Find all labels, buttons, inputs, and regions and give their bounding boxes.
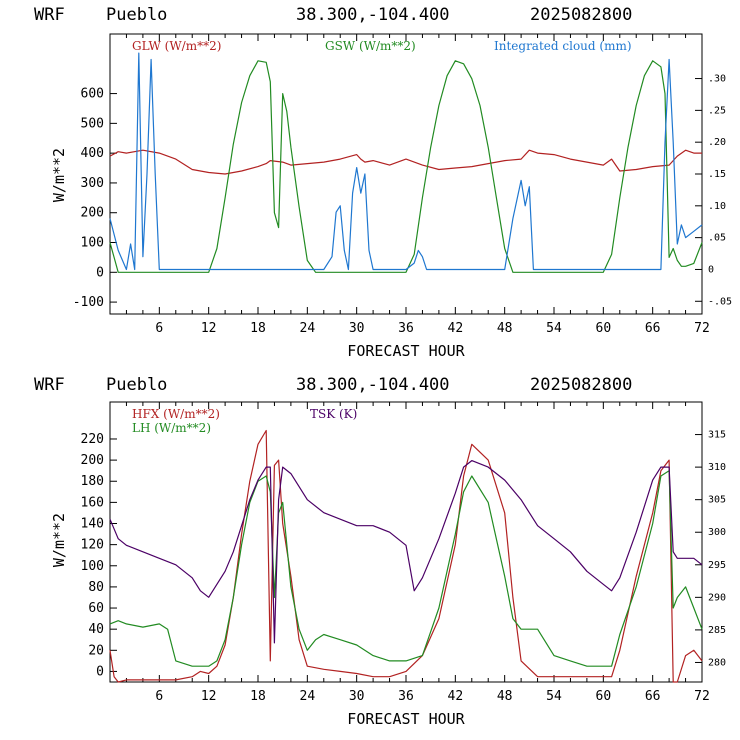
- y2-tick-label: 300: [708, 527, 726, 538]
- y2-tick-label: -.05: [708, 296, 732, 307]
- x-axis-label: FORECAST HOUR: [347, 342, 465, 360]
- panel-title-model: WRF: [34, 5, 65, 25]
- y-tick-label: 140: [81, 517, 104, 532]
- panel-title-model: WRF: [34, 375, 65, 395]
- x-tick-label: 30: [349, 689, 365, 704]
- y-tick-label: 20: [88, 643, 104, 658]
- tsk-series-line: [109, 460, 703, 644]
- x-tick-label: 24: [300, 321, 316, 336]
- x-tick-label: 30: [349, 321, 365, 336]
- y-tick-label: 500: [81, 116, 104, 131]
- x-tick-label: 48: [497, 689, 513, 704]
- y-tick-label: 220: [81, 432, 104, 447]
- x-tick-label: 24: [300, 689, 316, 704]
- y-tick-labels: -100 0 100 200 300 400 500 600: [73, 87, 104, 311]
- lh-series-line: [109, 470, 703, 667]
- legend-hfx: HFX (W/m**2): [132, 407, 220, 421]
- y-axis-label: W/m**2: [50, 513, 68, 567]
- y-tick-label: 100: [81, 236, 104, 251]
- legend-lh: LH (W/m**2): [132, 421, 211, 435]
- panel-title-coords: 38.300,-104.400: [296, 5, 450, 25]
- y-tick-label: 0: [96, 265, 104, 280]
- y2-tick-label: .20: [708, 137, 726, 148]
- glw-series-line: [109, 149, 702, 175]
- x-tick-label: 72: [694, 689, 710, 704]
- y2-tick-labels: -.05 0 .05 .10 .15 .20 .25 .30: [708, 74, 732, 308]
- panel-title-station: Pueblo: [106, 5, 167, 25]
- x-tick-label: 42: [448, 321, 464, 336]
- series-lines: [109, 52, 703, 273]
- y2-tick-labels: 280 285 290 295 300 305 310 315: [708, 430, 726, 669]
- y2-tick-label: 285: [708, 625, 726, 636]
- y2-tick-label: 310: [708, 462, 726, 473]
- y2-tick-label: .30: [708, 74, 726, 85]
- y-tick-label: 200: [81, 206, 104, 221]
- panel-title-coords: 38.300,-104.400: [296, 375, 450, 395]
- y-tick-label: 160: [81, 495, 104, 510]
- y2-tick-label: .10: [708, 201, 726, 212]
- y-axis-label: W/m**2: [50, 148, 68, 202]
- y2-tick-label: 295: [708, 560, 726, 571]
- y2-tick-label: 315: [708, 430, 726, 441]
- tick-marks: [110, 402, 702, 682]
- legend-glw: GLW (W/m**2): [132, 39, 221, 53]
- panel-fluxes: WRF Pueblo 38.300,-104.400 2025082800 HF…: [34, 375, 726, 728]
- y-tick-label: 100: [81, 559, 104, 574]
- x-tick-label: 36: [398, 689, 414, 704]
- x-tick-label: 18: [250, 689, 266, 704]
- plot-frame: [109, 401, 703, 683]
- y2-tick-label: 305: [708, 495, 726, 506]
- tick-marks: [110, 34, 702, 314]
- x-tick-label: 12: [201, 689, 217, 704]
- x-tick-label: 42: [448, 689, 464, 704]
- panel-title-run: 2025082800: [530, 5, 632, 25]
- y2-tick-label: .25: [708, 105, 726, 116]
- y2-tick-label: 290: [708, 592, 726, 603]
- x-tick-label: 12: [201, 321, 217, 336]
- y-tick-label: 40: [88, 622, 104, 637]
- x-tick-label: 66: [645, 689, 661, 704]
- x-tick-label: 66: [645, 321, 661, 336]
- y2-tick-label: .05: [708, 233, 726, 244]
- hfx-series-line: [109, 429, 703, 683]
- panel-radiation: WRF Pueblo 38.300,-104.400 2025082800 GL…: [34, 5, 732, 360]
- y2-tick-label: 0: [708, 264, 714, 275]
- y2-tick-label: 280: [708, 657, 726, 668]
- legend-gsw: GSW (W/m**2): [325, 39, 416, 53]
- panel-title-station: Pueblo: [106, 375, 167, 395]
- x-tick-label: 36: [398, 321, 414, 336]
- y-tick-label: 180: [81, 474, 104, 489]
- x-tick-labels: 6 12 18 24 30 36 42 48 54 60 66 72: [155, 689, 709, 704]
- x-tick-label: 54: [546, 321, 562, 336]
- x-tick-label: 6: [155, 321, 163, 336]
- y-tick-labels: 0 20 40 60 80 100 120 140 160 180 200 220: [81, 432, 104, 679]
- y-tick-label: 300: [81, 176, 104, 191]
- legend-cloud: Integrated cloud (mm): [494, 39, 632, 53]
- x-tick-label: 18: [250, 321, 266, 336]
- x-tick-labels: 6 12 18 24 30 36 42 48 54 60 66 72: [155, 321, 709, 336]
- x-tick-label: 72: [694, 321, 710, 336]
- y-tick-label: -100: [73, 295, 104, 310]
- y-tick-label: 120: [81, 538, 104, 553]
- gsw-series-line: [109, 60, 703, 273]
- panel-title-run: 2025082800: [530, 375, 632, 395]
- x-tick-label: 48: [497, 321, 513, 336]
- y2-tick-label: .15: [708, 169, 726, 180]
- x-tick-label: 60: [596, 321, 612, 336]
- y-tick-label: 600: [81, 87, 104, 102]
- y-tick-label: 400: [81, 146, 104, 161]
- series-lines: [109, 429, 703, 683]
- x-tick-label: 6: [155, 689, 163, 704]
- y-tick-label: 0: [96, 664, 104, 679]
- integrated-series-line: [109, 52, 703, 271]
- x-axis-label: FORECAST HOUR: [347, 710, 465, 728]
- legend-tsk: TSK (K): [310, 407, 357, 421]
- y-tick-label: 80: [88, 580, 104, 595]
- y-tick-label: 60: [88, 601, 104, 616]
- y-tick-label: 200: [81, 453, 104, 468]
- x-tick-label: 60: [596, 689, 612, 704]
- x-tick-label: 54: [546, 689, 562, 704]
